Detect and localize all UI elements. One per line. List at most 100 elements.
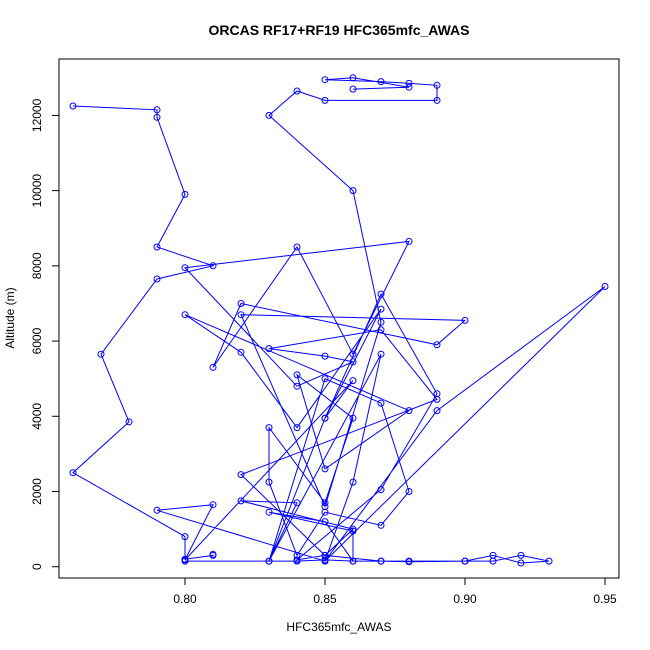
data-point: [405, 79, 413, 87]
data-point: [181, 264, 189, 272]
data-point: [69, 469, 77, 477]
data-point: [293, 551, 301, 559]
data-point: [349, 557, 357, 565]
data-point: [545, 557, 553, 565]
series-1-line: [72, 105, 215, 560]
data-point: [265, 557, 273, 565]
x-axis-label: HFC365mfc_AWAS: [286, 620, 391, 634]
data-point: [517, 551, 525, 559]
data-point: [349, 74, 357, 82]
data-point: [181, 190, 189, 198]
series-2-line: [156, 77, 606, 564]
data-point: [349, 478, 357, 486]
data-point: [433, 395, 441, 403]
data-point: [265, 111, 273, 119]
y-axis-label: Altitude (m): [3, 287, 17, 348]
data-point: [321, 499, 329, 507]
data-point: [209, 363, 217, 371]
data-point: [293, 424, 301, 432]
data-point: [377, 305, 385, 313]
data-point: [349, 187, 357, 195]
data-point: [209, 550, 217, 558]
data-point: [405, 407, 413, 415]
data-point: [377, 557, 385, 565]
data-point: [517, 559, 525, 567]
data-point: [181, 311, 189, 319]
y-tick-label: 4000: [30, 403, 44, 430]
data-point: [153, 506, 161, 514]
data-point: [461, 316, 469, 324]
data-point: [237, 348, 245, 356]
y-tick-label: 6000: [30, 327, 44, 354]
data-point: [237, 497, 245, 505]
data-point: [489, 557, 497, 565]
data-point: [321, 503, 329, 510]
data-point: [153, 275, 161, 283]
data-point: [293, 371, 301, 379]
data-point: [433, 407, 441, 415]
data-point: [377, 350, 385, 358]
data-point: [237, 311, 245, 319]
data-point: [321, 518, 329, 526]
data-point: [321, 465, 329, 473]
data-point: [349, 350, 357, 358]
data-point: [265, 345, 273, 353]
data-point: [433, 81, 441, 89]
data-point: [433, 96, 441, 104]
data-point: [293, 87, 301, 95]
data-point: [321, 414, 329, 422]
data-point: [265, 424, 273, 432]
data-point: [265, 508, 273, 516]
y-tick-label: 0: [30, 563, 44, 570]
data-point: [377, 326, 385, 334]
data-point: [293, 499, 301, 507]
data-point: [237, 471, 245, 479]
y-tick-label: 2000: [30, 478, 44, 505]
data-point: [405, 83, 413, 91]
data-point: [181, 556, 189, 564]
data-point: [321, 96, 329, 104]
data-point: [321, 375, 329, 383]
data-point: [601, 283, 609, 290]
data-point: [377, 521, 385, 529]
y-tick-label: 10000: [30, 174, 44, 208]
data-point: [153, 106, 161, 114]
data-series-layer: [69, 74, 609, 567]
data-point: [405, 558, 413, 566]
data-point: [349, 527, 357, 535]
data-point: [377, 318, 385, 326]
data-point: [209, 501, 217, 509]
data-point: [293, 556, 301, 564]
data-point: [349, 414, 357, 422]
data-point: [321, 76, 329, 84]
data-point: [405, 488, 413, 495]
y-axis: 0 2000 4000 6000 8000 10000 12000: [30, 98, 60, 570]
chart-title: ORCAS RF17+RF19 HFC365mfc_AWAS: [208, 22, 469, 38]
y-tick-label: 12000: [30, 98, 44, 132]
data-point: [349, 358, 357, 366]
data-point: [293, 243, 301, 251]
x-axis: 0.80 0.85 0.90 0.95: [173, 577, 617, 606]
data-point: [349, 85, 357, 93]
data-point: [461, 557, 469, 565]
data-point: [377, 78, 385, 86]
x-tick-label: 0.95: [593, 592, 617, 606]
data-point: [265, 478, 273, 486]
data-point: [377, 486, 385, 494]
data-point: [181, 533, 189, 541]
x-tick-label: 0.85: [313, 592, 337, 606]
data-point: [125, 418, 133, 426]
data-point: [293, 382, 301, 390]
x-tick-label: 0.90: [453, 592, 477, 606]
data-point: [321, 551, 329, 559]
data-point: [405, 237, 413, 245]
data-point: [97, 350, 105, 358]
data-point: [321, 352, 329, 360]
data-point: [349, 525, 357, 533]
data-point: [153, 113, 161, 121]
data-point: [433, 341, 441, 349]
data-point: [209, 262, 217, 270]
data-point: [349, 377, 357, 385]
